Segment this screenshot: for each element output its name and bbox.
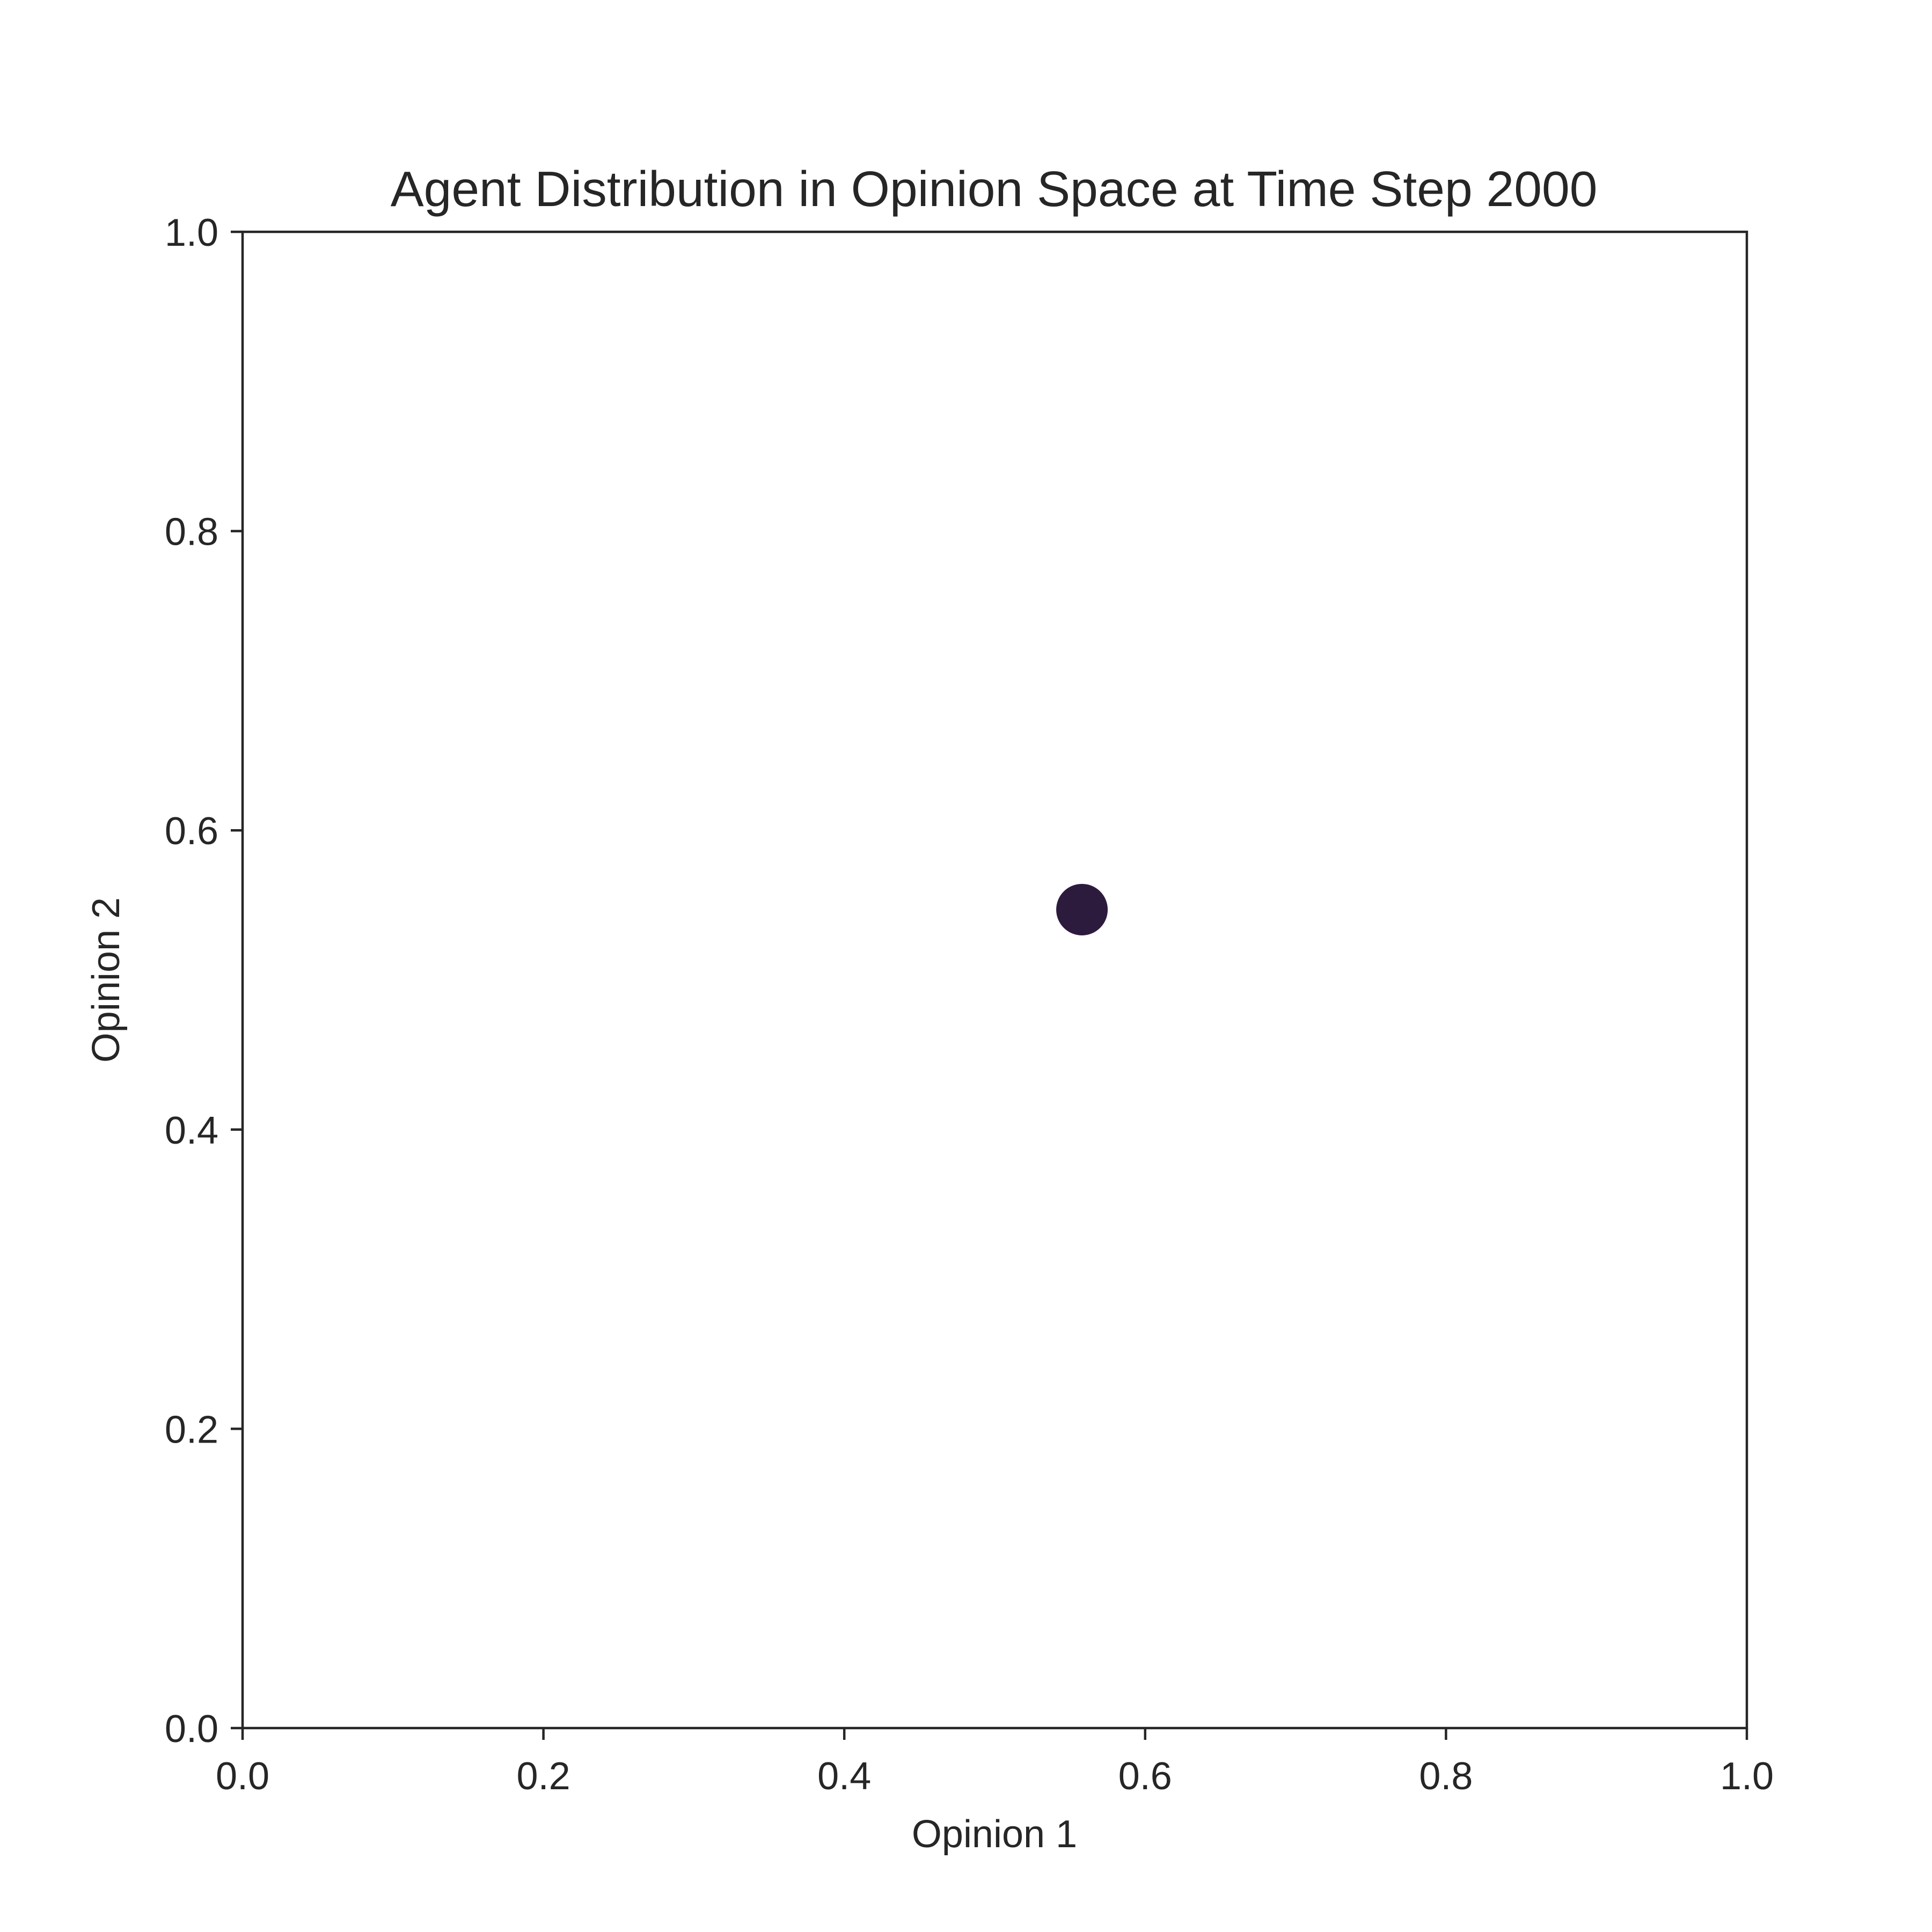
- x-axis-label: Opinion 1: [912, 1813, 1077, 1856]
- x-tick-label: 1.0: [1720, 1755, 1774, 1798]
- x-tick-label: 0.4: [817, 1755, 871, 1798]
- y-tick-label: 0.2: [165, 1408, 218, 1451]
- y-tick-label: 0.4: [165, 1109, 218, 1152]
- x-axis: 0.0 0.2 0.4 0.6 0.8 1.0: [216, 1728, 1774, 1798]
- y-tick-label: 0.8: [165, 511, 218, 554]
- y-tick-label: 1.0: [165, 211, 218, 254]
- x-tick-label: 0.0: [216, 1755, 269, 1798]
- x-tick-label: 0.6: [1118, 1755, 1172, 1798]
- chart-title: Agent Distribution in Opinion Space at T…: [391, 161, 1598, 217]
- y-axis-label: Opinion 2: [85, 897, 128, 1063]
- y-tick-label: 0.6: [165, 810, 218, 853]
- x-tick-label: 0.2: [517, 1755, 570, 1798]
- data-points: [1056, 883, 1108, 935]
- plot-frame: [241, 230, 1748, 1730]
- x-tick-label: 0.8: [1419, 1755, 1473, 1798]
- y-axis: 0.0 0.2 0.4 0.6 0.8 1.0: [165, 211, 243, 1751]
- scatter-point: [1056, 883, 1108, 935]
- y-tick-label: 0.0: [165, 1708, 218, 1751]
